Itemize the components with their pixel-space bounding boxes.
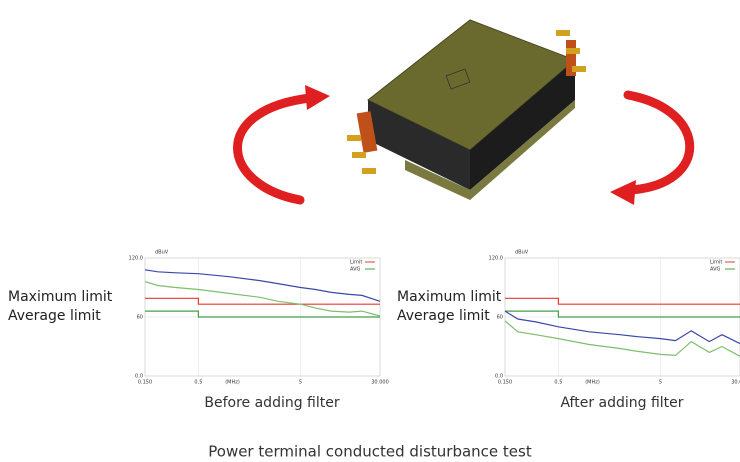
legend-label: Limit	[710, 260, 722, 266]
legend-label: AVG	[710, 267, 721, 273]
x-axis-label: (MHz)	[225, 380, 240, 386]
x-tick-label: 5	[659, 380, 662, 386]
figure-title: Power terminal conducted disturbance tes…	[208, 443, 532, 461]
y-tick-label: 60	[137, 315, 143, 321]
chart-caption: Before adding filter	[204, 395, 339, 411]
x-axis-label: (MHz)	[585, 380, 600, 386]
device	[347, 20, 586, 200]
figure: Power terminal conducted disturbance tes…	[0, 0, 740, 462]
legend-label: AVG	[350, 267, 361, 273]
legend-label: Limit	[350, 260, 362, 266]
x-tick-label: 30.000	[371, 380, 389, 386]
side-label: Average limit	[397, 308, 490, 324]
x-tick-label: 0.150	[138, 380, 152, 386]
side-label: Maximum limit	[397, 289, 502, 305]
chart-caption: After adding filter	[560, 395, 683, 411]
y-tick-label: 120.0	[129, 256, 143, 262]
y-tick-label: 60	[497, 315, 503, 321]
side-label: Maximum limit	[8, 289, 113, 305]
emi-chart: 0.060120.00.1500.5530.000(MHz)dBuVLimitA…	[489, 250, 740, 386]
x-tick-label: 30.000	[731, 380, 740, 386]
x-tick-label: 0.5	[194, 380, 202, 386]
side-label: Average limit	[8, 308, 101, 324]
y-tick-label: 120.0	[489, 256, 503, 262]
y-unit: dBuV	[515, 250, 529, 256]
x-tick-label: 0.5	[554, 380, 562, 386]
x-tick-label: 0.150	[498, 380, 512, 386]
y-unit: dBuV	[155, 250, 169, 256]
x-tick-label: 5	[299, 380, 302, 386]
page: Power terminal conducted disturbance tes…	[0, 0, 740, 462]
